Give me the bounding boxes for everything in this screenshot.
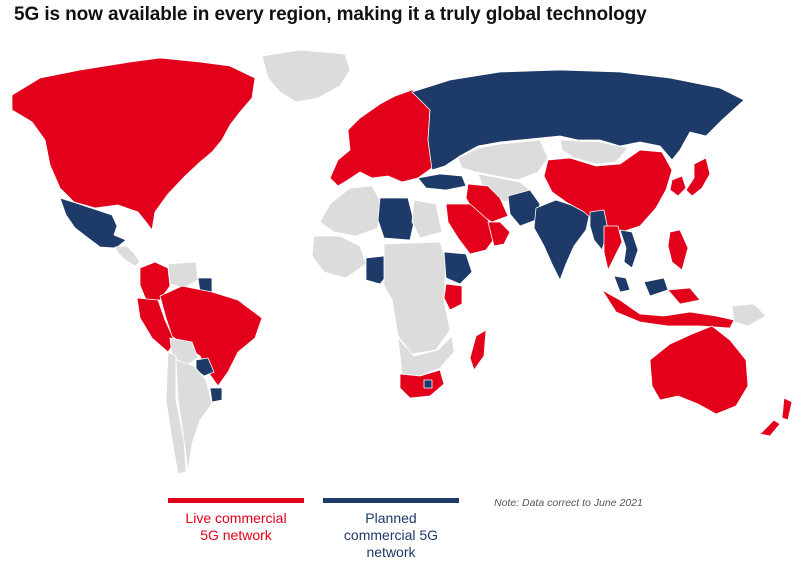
region-south-africa[interactable] <box>399 369 445 399</box>
region-papua-new-guinea[interactable] <box>731 303 767 327</box>
region-ethiopia[interactable] <box>443 251 473 285</box>
region-north-america[interactable] <box>11 57 256 231</box>
region-russia[interactable] <box>411 69 745 171</box>
region-argentina[interactable] <box>175 359 213 473</box>
region-saudi-arabia[interactable] <box>445 203 499 255</box>
region-madagascar[interactable] <box>469 329 487 371</box>
region-china[interactable] <box>543 149 673 233</box>
region-lesotho[interactable] <box>423 379 433 389</box>
legend-item-planned: Planned commercial 5G network <box>323 498 459 561</box>
region-greenland[interactable] <box>261 49 351 103</box>
legend-label-live: Live commercial 5G network <box>185 510 287 543</box>
region-west-africa[interactable] <box>311 235 367 279</box>
region-japan[interactable] <box>685 157 711 197</box>
region-egypt[interactable] <box>411 199 443 239</box>
region-turkey[interactable] <box>417 173 467 191</box>
region-kenya[interactable] <box>443 283 463 311</box>
region-venezuela[interactable] <box>167 261 199 289</box>
region-kazakhstan[interactable] <box>457 139 549 181</box>
region-europe[interactable] <box>329 89 433 187</box>
region-north-africa[interactable] <box>319 185 381 237</box>
region-gulf-states[interactable] <box>487 221 511 247</box>
region-australia[interactable] <box>649 325 749 415</box>
legend-item-live: Live commercial 5G network <box>168 498 304 544</box>
region-india[interactable] <box>533 199 591 281</box>
legend-label-planned: Planned commercial 5G network <box>343 510 439 560</box>
legend-swatch-planned <box>323 498 459 503</box>
region-south-korea[interactable] <box>669 175 687 197</box>
region-uruguay[interactable] <box>209 387 223 403</box>
legend-swatch-live <box>168 498 304 503</box>
map-title: 5G is now available in every region, mak… <box>14 4 647 25</box>
region-thailand[interactable] <box>603 225 623 271</box>
region-mongolia[interactable] <box>559 139 629 165</box>
region-mexico[interactable] <box>59 197 127 249</box>
region-libya[interactable] <box>377 197 415 241</box>
region-philippines[interactable] <box>667 229 689 271</box>
region-indonesia[interactable] <box>601 287 735 329</box>
region-bolivia[interactable] <box>169 337 199 367</box>
region-malaysia[interactable] <box>613 275 669 297</box>
region-chile[interactable] <box>165 351 187 475</box>
region-new-zealand[interactable] <box>759 397 793 437</box>
region-vietnam[interactable] <box>619 229 639 269</box>
region-myanmar[interactable] <box>589 209 609 251</box>
region-colombia[interactable] <box>139 261 171 301</box>
data-note: Note: Data correct to June 2021 <box>494 497 643 509</box>
region-central-america[interactable] <box>114 245 141 267</box>
world-map <box>11 49 793 475</box>
region-central-africa[interactable] <box>383 241 451 355</box>
